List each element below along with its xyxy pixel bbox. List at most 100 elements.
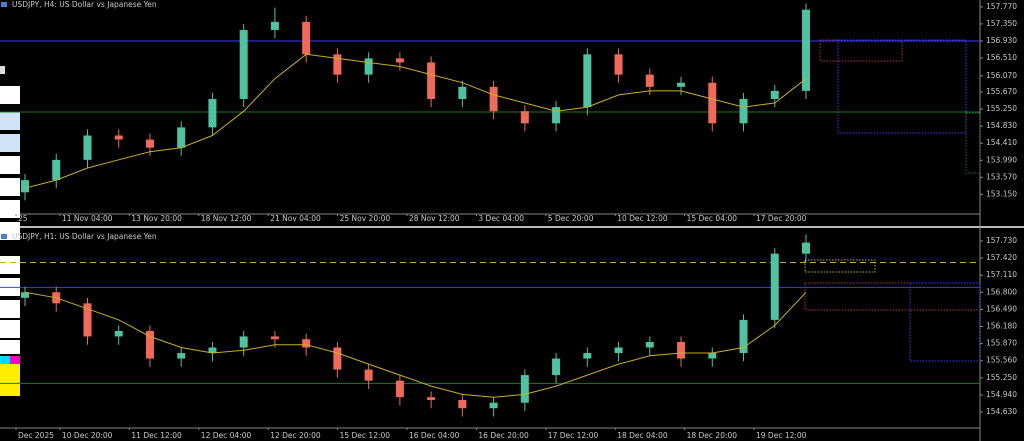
candle-body xyxy=(458,86,467,99)
candle-body xyxy=(270,336,279,340)
x-tick-label: 17 Dec 12:00 xyxy=(548,431,599,440)
x-tick-label: 18 Dec 04:00 xyxy=(617,431,668,440)
candle-body xyxy=(302,339,311,348)
tool-undo[interactable] xyxy=(0,256,20,274)
color-cyan[interactable] xyxy=(0,356,10,364)
tool-line[interactable] xyxy=(0,200,20,218)
candle-body xyxy=(739,98,748,124)
x-tick-label: 21 Nov 04:00 xyxy=(270,214,321,223)
candle-body xyxy=(520,375,529,403)
y-tick-label: 153.150 xyxy=(986,189,1017,198)
candle-body xyxy=(645,341,654,348)
candle-body xyxy=(395,58,404,63)
candle-body xyxy=(114,135,123,140)
moving-average xyxy=(24,291,807,398)
candle-body xyxy=(677,82,686,87)
x-tick-label: 19 Dec 12:00 xyxy=(756,431,807,440)
y-tick-label: 155.250 xyxy=(986,104,1017,113)
y-tick-label: 155.560 xyxy=(986,356,1017,365)
y-tick-label: 157.110 xyxy=(986,270,1017,279)
candle-body xyxy=(427,397,436,400)
tool-notes[interactable] xyxy=(0,340,20,354)
candle-body xyxy=(614,54,623,75)
zone xyxy=(909,282,981,362)
zone xyxy=(965,112,981,174)
y-tick-label: 155.870 xyxy=(986,339,1017,348)
candle-body xyxy=(302,21,311,55)
x-tick-label: 17 Dec 20:00 xyxy=(756,214,807,223)
color-magenta[interactable] xyxy=(10,356,20,364)
x-tick-label: 15 Dec 04:00 xyxy=(687,214,738,223)
candle-body xyxy=(739,319,748,354)
tool-pen[interactable] xyxy=(0,86,20,104)
candle-body xyxy=(270,21,279,30)
x-tick-label: 18 Nov 12:00 xyxy=(201,214,252,223)
candle-body xyxy=(802,9,810,91)
candle-body xyxy=(708,82,717,124)
y-tick-label: 154.630 xyxy=(986,407,1017,416)
x-tick-label: 10 Dec 12:00 xyxy=(617,214,668,223)
candle-body xyxy=(489,402,498,409)
candle-body xyxy=(552,358,561,376)
x-tick-label: Dec 2025 xyxy=(18,431,54,440)
candle-body xyxy=(208,347,217,354)
chart-title: USDJPY, H4: US Dollar vs Japanese Yen xyxy=(12,0,157,9)
y-tick-label: 154.830 xyxy=(986,121,1017,130)
x-tick-label: 5 Dec 20:00 xyxy=(548,214,594,223)
tool-ruler[interactable] xyxy=(0,178,20,196)
candle-body xyxy=(364,58,373,75)
x-tick-label: 16 Dec 04:00 xyxy=(409,431,460,440)
y-tick-label: 155.670 xyxy=(986,87,1017,96)
candle-body xyxy=(333,347,342,370)
y-tick-label: 156.070 xyxy=(986,71,1017,80)
candle-body xyxy=(52,159,61,181)
x-tick-label: 11 Dec 12:00 xyxy=(131,431,182,440)
candle-body xyxy=(802,242,810,254)
candle-body xyxy=(583,54,592,108)
y-tick-label: 156.510 xyxy=(986,53,1017,62)
candle-body xyxy=(239,336,248,348)
zone xyxy=(804,259,876,273)
x-tick-label: 12 Dec 04:00 xyxy=(201,431,252,440)
tool-cursor[interactable] xyxy=(0,134,20,152)
tool-magnet[interactable] xyxy=(0,300,20,318)
candle-body xyxy=(364,369,373,381)
y-tick-label: 156.490 xyxy=(986,304,1017,313)
candle-body xyxy=(395,380,404,398)
tool-eye[interactable] xyxy=(0,112,20,130)
candle-body xyxy=(677,341,686,359)
candle-body xyxy=(583,353,592,359)
x-tick-label: 18 Dec 20:00 xyxy=(687,431,738,440)
y-tick-label: 155.250 xyxy=(986,373,1017,382)
color-yellow[interactable] xyxy=(0,364,20,396)
x-tick-label: 25 Nov 20:00 xyxy=(340,214,391,223)
zone xyxy=(804,282,981,311)
candle-body xyxy=(114,330,123,337)
moving-average xyxy=(24,53,807,189)
candle-body xyxy=(614,347,623,354)
x-tick-label: 13 Nov 20:00 xyxy=(131,214,182,223)
tool-crosshair[interactable] xyxy=(0,156,20,174)
symbol-icon xyxy=(1,234,7,239)
candle-body xyxy=(21,180,29,193)
x-tick-label: 11 Nov 04:00 xyxy=(62,214,113,223)
tool-screenshot[interactable] xyxy=(0,320,20,338)
y-tick-label: 156.930 xyxy=(986,36,1017,45)
candle-body xyxy=(645,74,654,87)
candle-body xyxy=(770,90,779,99)
candle-body xyxy=(489,86,498,112)
x-tick-label: 15 Dec 12:00 xyxy=(340,431,391,440)
candle-body xyxy=(145,330,154,359)
x-tick-label: 3 Dec 04:00 xyxy=(478,214,524,223)
y-tick-label: 154.940 xyxy=(986,390,1017,399)
x-tick-label: 10 Dec 20:00 xyxy=(62,431,113,440)
y-tick-label: 153.570 xyxy=(986,172,1017,181)
candle-body xyxy=(21,292,29,298)
y-tick-label: 156.800 xyxy=(986,287,1017,296)
candle-body xyxy=(145,139,154,148)
candle-body xyxy=(552,107,561,124)
candle-body xyxy=(177,127,186,148)
candle-body xyxy=(83,135,92,160)
zone xyxy=(819,39,903,62)
